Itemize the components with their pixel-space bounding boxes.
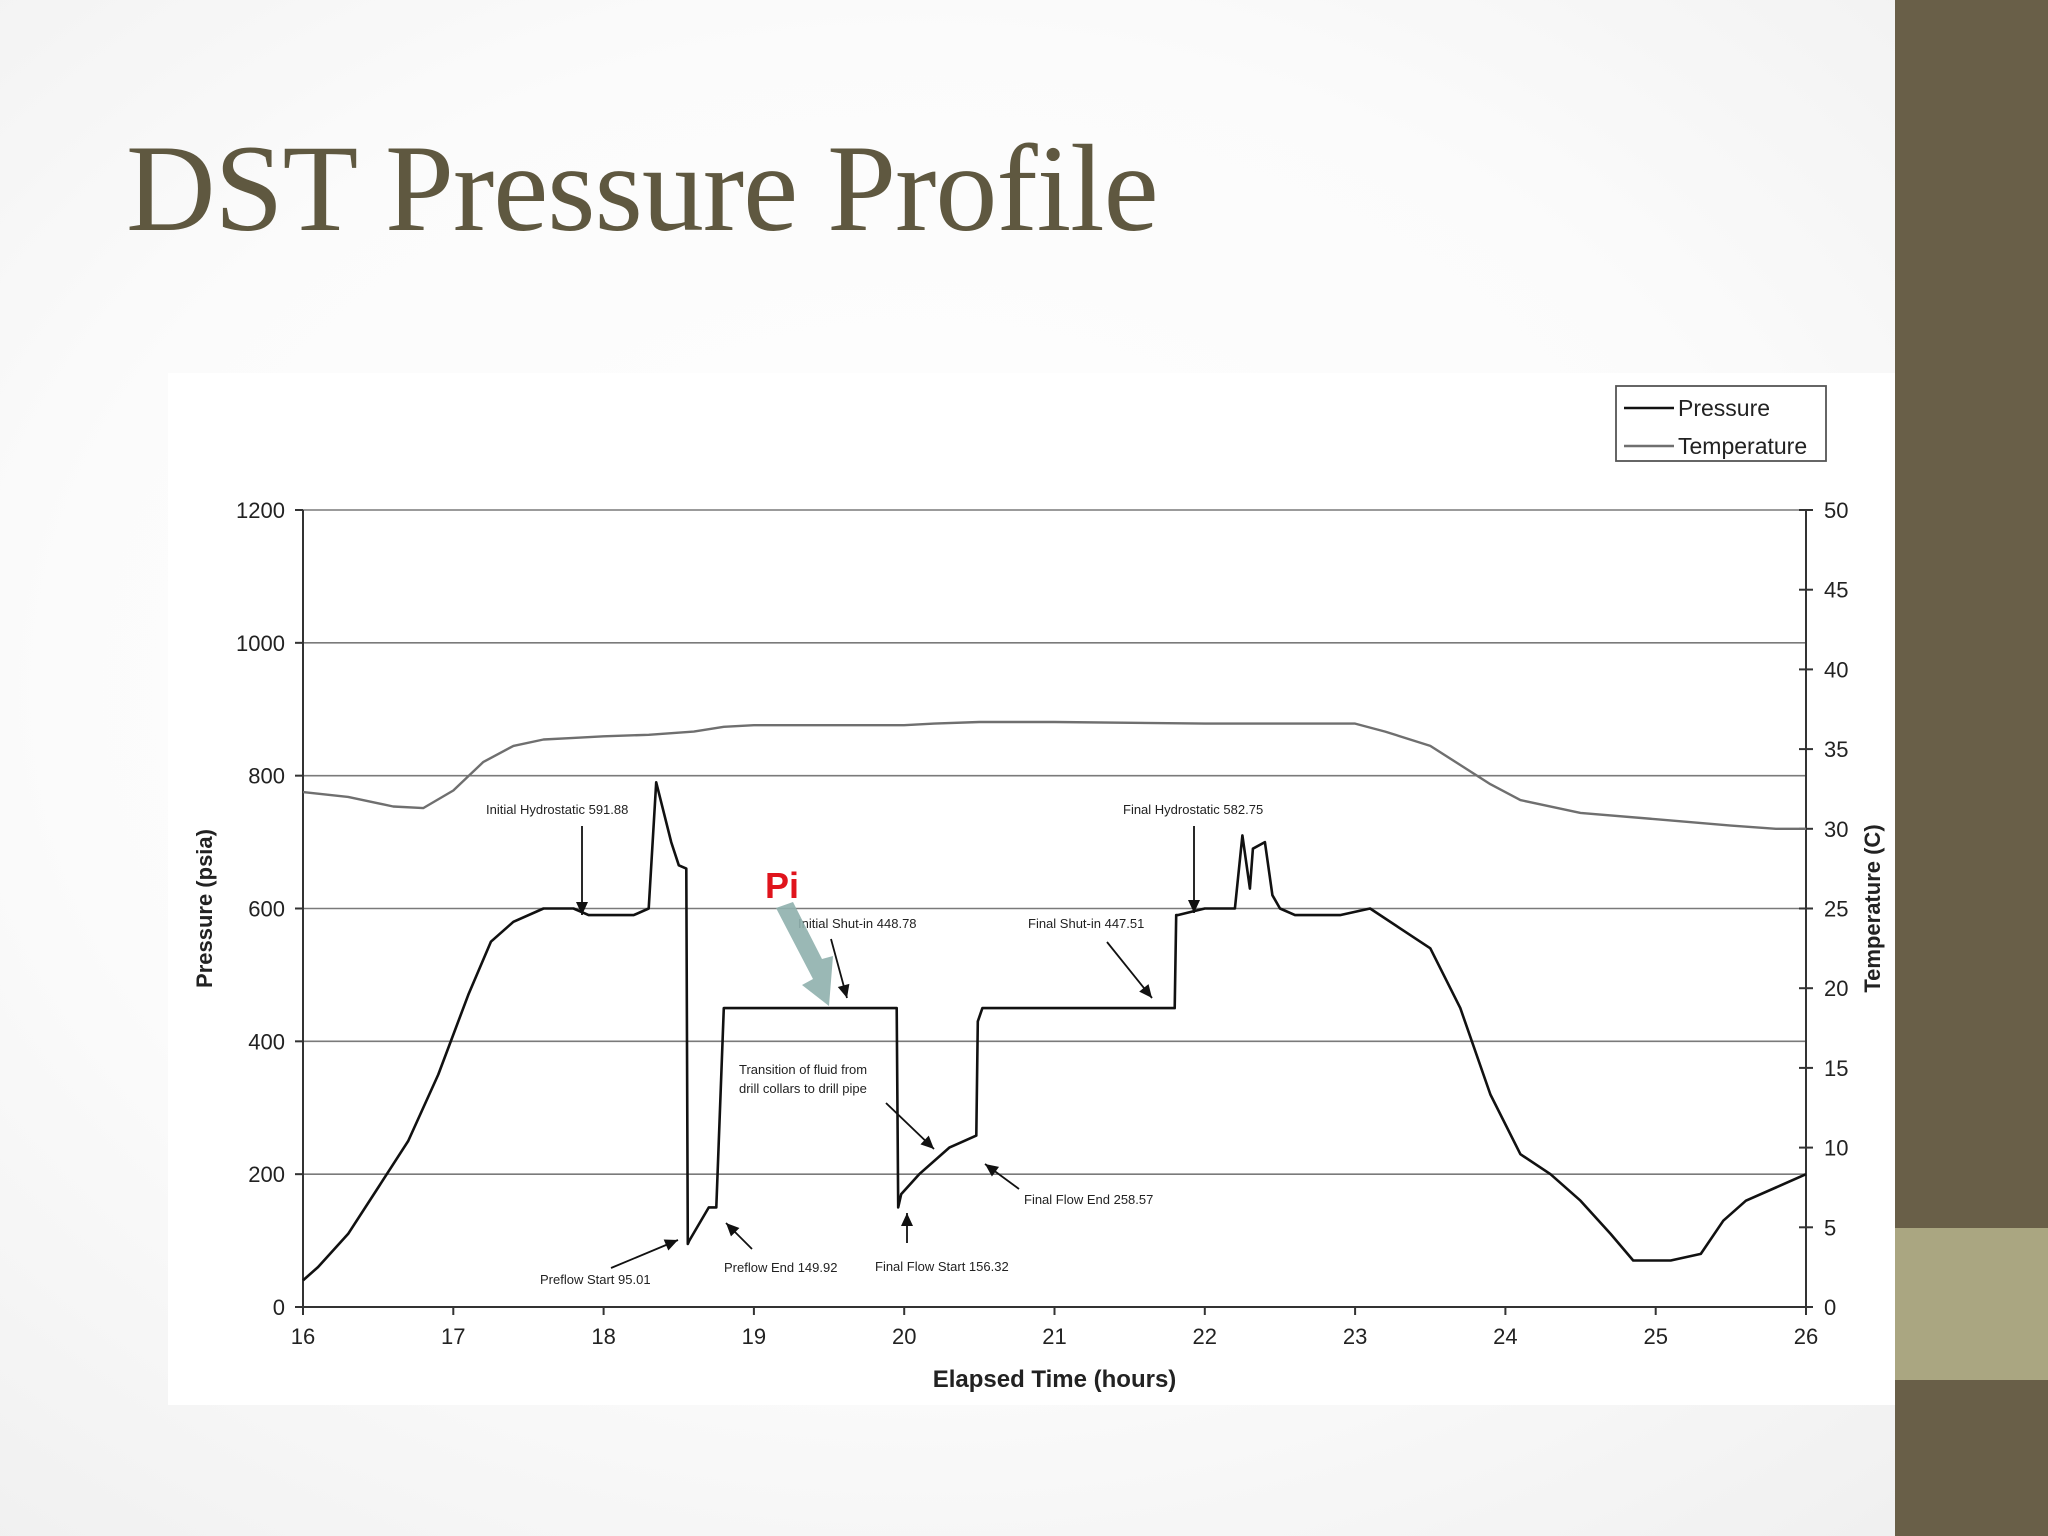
pi-label: Pi [765,865,799,906]
annotation-preflow-start-arrow-head [663,1239,678,1251]
x-tick-label: 23 [1343,1324,1367,1349]
y2-tick-label: 25 [1824,897,1848,922]
x-tick-label: 17 [441,1324,465,1349]
y-tick-label: 600 [248,897,285,922]
x-tick-label: 21 [1042,1324,1066,1349]
annotation-final-flow-start-arrow-head [901,1213,913,1226]
y-tick-label: 1000 [236,631,285,656]
legend-box [1615,385,1827,462]
x-tick-label: 16 [291,1324,315,1349]
annotation-final-flow-end: Final Flow End 258.57 [1024,1192,1153,1207]
series-line-temperature [302,720,1806,830]
y2-tick-label: 50 [1824,498,1848,523]
y-tick-label: 1200 [236,498,285,523]
x-tick-label: 22 [1193,1324,1217,1349]
annotation-final-shut-in-arrow-head [1139,984,1152,998]
y2-tick-label: 20 [1824,976,1848,1001]
y-axis-label: Pressure (psia) [192,829,217,988]
y2-tick-label: 35 [1824,737,1848,762]
x-tick-label: 25 [1643,1324,1667,1349]
annotation-final-hydrostatic: Final Hydrostatic 582.75 [1123,802,1263,817]
chart-panel: 0 200 400 600 800 1000 1200 0 5 10 15 20 25 30 35 40 45 5… [168,373,1895,1405]
x-axis-label: Elapsed Time (hours) [933,1366,1177,1393]
x-tick-label: 19 [742,1324,766,1349]
x-tick-label: 26 [1794,1324,1818,1349]
dst-pressure-chart: 0 200 400 600 800 1000 1200 0 5 10 15 20 25 30 35 40 45 5… [192,385,1885,1393]
annotation-final-flow-start: Final Flow Start 156.32 [875,1259,1009,1274]
y-tick-label: 200 [248,1162,285,1187]
y2-tick-label: 45 [1824,578,1848,603]
annotation-final-shut-in: Final Shut-in 447.51 [1028,916,1144,931]
x-tick-label: 20 [892,1324,916,1349]
pi-arrow-icon [776,902,833,1006]
y-tick-label: 0 [273,1295,285,1320]
y-tick-label: 800 [248,764,285,789]
annotation-initial-hydrostatic-arrow-head [576,902,588,915]
sidebar-accent-block [1895,1228,2048,1380]
series-line-pressure [302,780,1807,1282]
annotation-final-hydrostatic-arrow-head [1188,900,1200,913]
legend-label-temperature: Temperature [1678,433,1807,459]
legend-label-pressure: Pressure [1678,395,1770,421]
annotation-transition-line2: drill collars to drill pipe [739,1081,867,1096]
annotation-initial-hydrostatic: Initial Hydrostatic 591.88 [486,802,628,817]
y2-axis-label: Temperature (C) [1860,824,1885,992]
annotation-transition-arrow-head [920,1135,934,1149]
annotation-initial-shut-in: Initial Shut-in 448.78 [798,916,917,931]
y2-tick-label: 40 [1824,657,1848,682]
y-tick-label: 400 [248,1029,285,1054]
x-tick-label: 24 [1493,1324,1517,1349]
annotation-preflow-end: Preflow End 149.92 [724,1260,837,1275]
y2-tick-label: 5 [1824,1215,1836,1240]
y2-tick-label: 30 [1824,817,1848,842]
annotation-preflow-end-arrow-head [726,1223,740,1237]
x-tick-label: 18 [591,1324,615,1349]
annotation-final-flow-end-arrow-head [985,1164,1000,1177]
annotation-transition-line1: Transition of fluid from [739,1062,867,1077]
y2-tick-label: 0 [1824,1295,1836,1320]
y2-tick-label: 15 [1824,1056,1848,1081]
annotation-initial-shut-in-arrow-head [837,983,850,998]
slide-title: DST Pressure Profile [126,120,1159,257]
y2-tick-label: 10 [1824,1136,1848,1161]
annotation-preflow-start: Preflow Start 95.01 [540,1272,651,1287]
